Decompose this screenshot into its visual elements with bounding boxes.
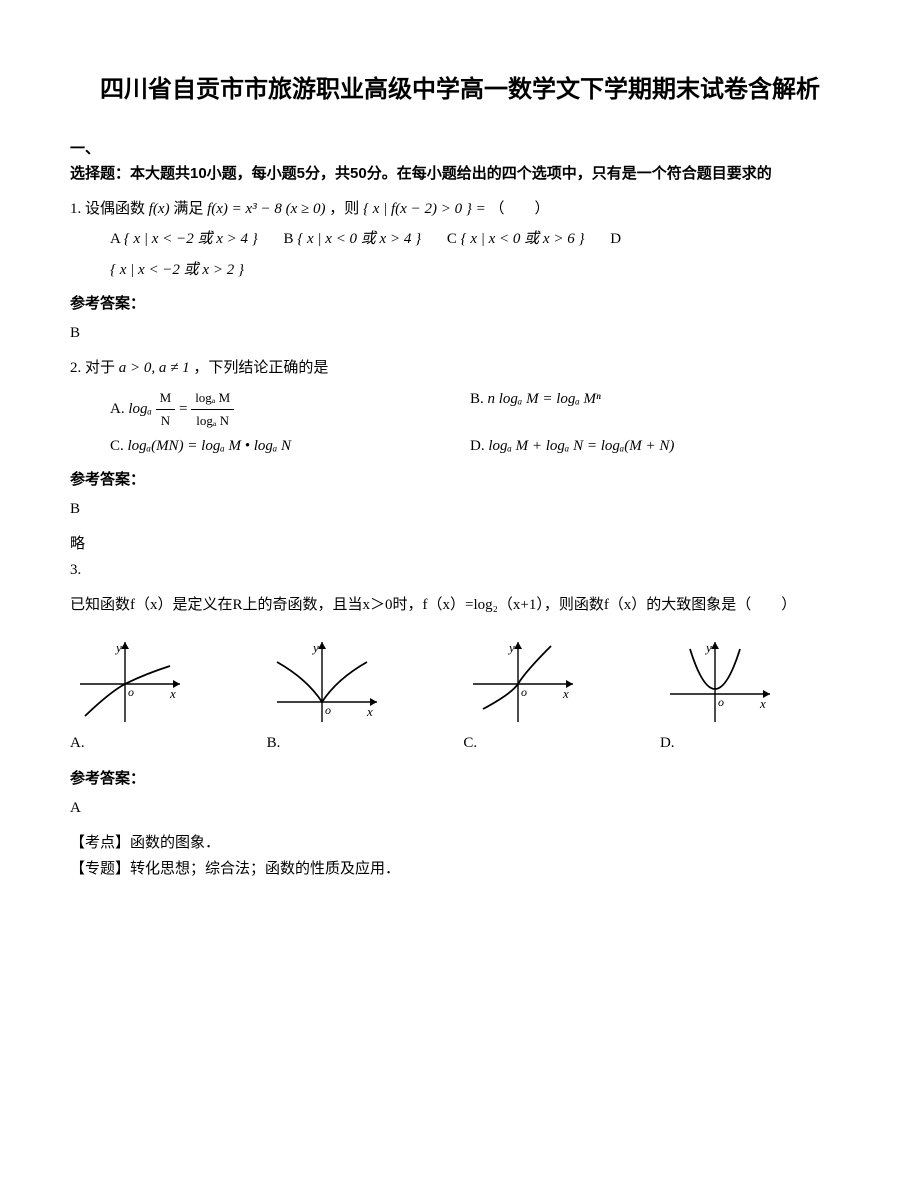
q2-optB-text: n logₐ M = logₐ Mⁿ: [488, 391, 601, 407]
graphD-svg: y x o: [660, 634, 780, 729]
q3-answer: A: [70, 796, 850, 822]
q2-optC-text: logₐ(MN) = logₐ M • logₐ N: [128, 438, 292, 454]
graphC-x: x: [562, 686, 569, 701]
q3-num: 3.: [70, 558, 850, 584]
graphA-x: x: [169, 686, 176, 701]
q2-optD-text: logₐ M + logₐ N = logₐ(M + N): [488, 438, 674, 454]
q1-optB-label: B: [283, 231, 293, 247]
section-heading: 一、 选择题：本大题共10小题，每小题5分，共50分。在每小题给出的四个选项中，…: [70, 136, 850, 187]
q3-optD-label: D.: [660, 731, 850, 757]
q1-fx: f(x): [149, 201, 170, 217]
q3-point-label: 【考点】: [70, 835, 130, 851]
q1-optD-text: { x | x < −2 或 x > 2 }: [110, 262, 244, 278]
question-3-stem: 已知函数f（x）是定义在R上的奇函数，且当x＞0时，f（x）=log₂（x+1）…: [70, 593, 850, 619]
q1-set: { x | f(x − 2) > 0 } =: [363, 201, 486, 217]
q1-options-row1: A { x | x < −2 或 x > 4 } B { x | x < 0 或…: [110, 227, 850, 253]
q1-paren: （ ）: [489, 201, 549, 217]
graphD-y: y: [704, 640, 712, 655]
q2-stem-suffix: ，下列结论正确的是: [193, 360, 328, 376]
q1-optD: D: [610, 227, 621, 253]
q2-optC-label: C.: [110, 438, 124, 454]
q3-topic: 【专题】转化思想；综合法；函数的性质及应用．: [70, 857, 850, 883]
graphA-o: o: [128, 685, 134, 699]
q1-answer-label: 参考答案：: [70, 291, 850, 317]
q3-graph-row: y x o A. y x o B. y x o: [70, 634, 850, 757]
graphC-svg: y x o: [463, 634, 583, 729]
q3-answer-label: 参考答案：: [70, 766, 850, 792]
q1-stem-mid2: ，则: [329, 201, 359, 217]
section-instructions: 选择题：本大题共10小题，每小题5分，共50分。在每小题给出的四个选项中，只有是…: [70, 165, 772, 182]
q1-optB: B { x | x < 0 或 x > 4 }: [283, 227, 421, 253]
q3-optC-label: C.: [463, 731, 653, 757]
q3-topic-text: 转化思想；综合法；函数的性质及应用．: [130, 861, 400, 877]
q2-note: 略: [70, 532, 850, 558]
q2-optD: D. logₐ M + logₐ N = logₐ(M + N): [470, 434, 830, 460]
q1-optA: A { x | x < −2 或 x > 4 }: [110, 227, 258, 253]
q3-point: 【考点】函数的图象．: [70, 831, 850, 857]
q2-optB-label: B.: [470, 391, 484, 407]
q2-optA-num1: M: [156, 387, 176, 410]
q1-optD-label: D: [610, 231, 621, 247]
question-2: 2. 对于 a > 0, a ≠ 1 ，下列结论正确的是: [70, 356, 850, 382]
q3-point-text: 函数的图象．: [130, 835, 220, 851]
q3-topic-label: 【专题】: [70, 861, 130, 877]
graphD-x: x: [759, 696, 766, 711]
q1-optC-label: C: [447, 231, 457, 247]
q1-answer: B: [70, 321, 850, 347]
graphC-o: o: [521, 685, 527, 699]
q2-optA-den2: logₐ N: [191, 410, 234, 432]
q2-optA-lhs: logₐ: [128, 401, 152, 417]
q2-optA-den1: N: [156, 410, 176, 432]
section-number: 一、: [70, 140, 100, 157]
graphB-x: x: [366, 704, 373, 719]
q2-optD-label: D.: [470, 438, 485, 454]
question-1: 1. 设偶函数 f(x) 满足 f(x) = x³ − 8 (x ≥ 0) ，则…: [70, 197, 850, 223]
page-title: 四川省自贡市市旅游职业高级中学高一数学文下学期期末试卷含解析: [70, 70, 850, 111]
q3-optA-label: A.: [70, 731, 260, 757]
q1-optC: C { x | x < 0 或 x > 6 }: [447, 227, 585, 253]
graphB-y: y: [311, 640, 319, 655]
q2-optC: C. logₐ(MN) = logₐ M • logₐ N: [110, 434, 470, 460]
q1-optA-label: A: [110, 231, 120, 247]
q2-stem-prefix: 2. 对于: [70, 360, 115, 376]
q2-options: A. logₐ M N = logₐ M logₐ N B. n logₐ M …: [110, 387, 850, 460]
graphA-y: y: [114, 640, 122, 655]
q1-optA-text: { x | x < −2 或 x > 4 }: [124, 231, 258, 247]
q2-optB: B. n logₐ M = logₐ Mⁿ: [470, 387, 830, 432]
q2-optA-eq: =: [179, 401, 191, 417]
q1-options-row2: { x | x < −2 或 x > 2 }: [110, 258, 850, 284]
q2-cond: a > 0, a ≠ 1: [119, 360, 190, 376]
q2-optA-frac1: M N: [156, 387, 176, 432]
graphB-svg: y x o: [267, 634, 387, 729]
q1-stem-mid: 满足: [173, 201, 203, 217]
graphD-o: o: [718, 695, 724, 709]
q1-fdef: f(x) = x³ − 8 (x ≥ 0): [207, 201, 325, 217]
q3-graphB: y x o B.: [267, 634, 457, 757]
q1-stem-prefix: 1. 设偶函数: [70, 201, 145, 217]
q3-graphD: y x o D.: [660, 634, 850, 757]
graphC-y: y: [507, 640, 515, 655]
q1-optC-text: { x | x < 0 或 x > 6 }: [461, 231, 585, 247]
q3-optB-label: B.: [267, 731, 457, 757]
graphA-svg: y x o: [70, 634, 190, 729]
q2-answer-label: 参考答案：: [70, 467, 850, 493]
q2-answer: B: [70, 497, 850, 523]
graphB-o: o: [325, 703, 331, 717]
q3-graphA: y x o A.: [70, 634, 260, 757]
q2-optA-frac2: logₐ M logₐ N: [191, 387, 234, 432]
q2-optA-label: A.: [110, 401, 125, 417]
q3-graphC: y x o C.: [463, 634, 653, 757]
q2-optA-num2: logₐ M: [191, 387, 234, 410]
q2-optA: A. logₐ M N = logₐ M logₐ N: [110, 387, 470, 432]
q1-optB-text: { x | x < 0 或 x > 4 }: [297, 231, 421, 247]
